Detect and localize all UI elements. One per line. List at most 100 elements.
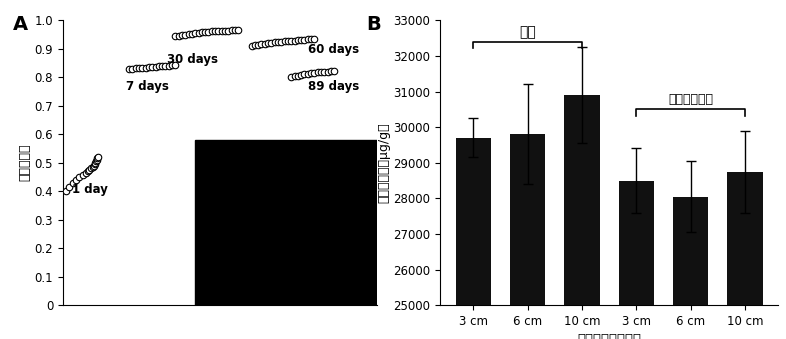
Point <box>255 42 268 47</box>
Point <box>321 69 334 74</box>
Point <box>91 156 104 161</box>
Point <box>259 41 271 46</box>
Point <box>308 70 321 76</box>
Point <box>232 27 244 33</box>
Point <box>176 33 189 38</box>
Point <box>288 74 301 79</box>
Point <box>133 65 145 71</box>
Point <box>79 170 92 175</box>
Point <box>85 166 97 171</box>
Point <box>262 40 274 46</box>
Point <box>278 39 291 44</box>
Text: 1 day: 1 day <box>72 183 108 196</box>
Point <box>302 71 314 77</box>
Bar <box>456 138 491 339</box>
Point <box>166 63 178 68</box>
Point <box>272 39 285 45</box>
Point <box>292 38 304 43</box>
Point <box>229 27 241 33</box>
Bar <box>510 134 545 339</box>
Point <box>302 37 314 42</box>
Point <box>292 73 304 78</box>
Text: B: B <box>365 15 380 34</box>
Point <box>90 157 103 163</box>
Text: 7 days: 7 days <box>126 80 169 93</box>
Point <box>305 71 318 76</box>
Point <box>305 36 318 42</box>
Text: 89 days: 89 days <box>308 80 359 93</box>
Point <box>196 29 208 35</box>
Point <box>60 188 72 194</box>
Point <box>275 39 288 44</box>
Point <box>86 164 99 170</box>
Point <box>73 174 86 180</box>
Point <box>76 172 89 177</box>
Point <box>298 37 310 42</box>
Point <box>199 29 211 35</box>
Point <box>70 177 83 182</box>
Point <box>156 63 168 69</box>
Point <box>308 36 321 42</box>
Point <box>185 31 198 36</box>
X-axis label: 底泥至电极的距离: 底泥至电极的距离 <box>577 333 641 339</box>
Text: 底泥燃料电池: 底泥燃料电池 <box>668 94 713 106</box>
Point <box>318 69 331 75</box>
Point <box>325 68 337 74</box>
Point <box>179 32 192 37</box>
Point <box>182 31 195 37</box>
Point <box>139 65 152 70</box>
Point <box>146 64 159 70</box>
Point <box>152 64 165 69</box>
Point <box>172 33 185 38</box>
Bar <box>195 140 377 305</box>
Bar <box>619 180 654 339</box>
Point <box>285 75 298 80</box>
Point <box>215 28 228 34</box>
Point <box>90 159 102 164</box>
Point <box>160 63 172 68</box>
Point <box>285 38 298 43</box>
Point <box>298 72 310 77</box>
Point <box>248 43 261 48</box>
Point <box>163 63 175 68</box>
Point <box>142 65 155 70</box>
Bar <box>673 197 708 339</box>
Point <box>212 28 225 34</box>
Point <box>67 180 79 186</box>
Y-axis label: 电压（伏）: 电压（伏） <box>19 144 31 181</box>
Point <box>295 72 307 78</box>
Y-axis label: 有机碳浓度（μg/g）: 有机碳浓度（μg/g） <box>377 122 391 203</box>
Text: 30 days: 30 days <box>167 53 218 66</box>
Point <box>219 28 231 33</box>
Point <box>226 27 238 33</box>
Point <box>169 62 182 68</box>
Text: A: A <box>13 15 28 34</box>
Point <box>193 30 205 36</box>
Point <box>205 29 218 34</box>
Point <box>136 65 149 71</box>
Point <box>82 168 94 174</box>
Point <box>288 38 301 43</box>
Point <box>209 28 222 34</box>
Point <box>281 38 294 44</box>
Point <box>89 160 101 165</box>
Text: 60 days: 60 days <box>308 43 359 56</box>
Point <box>169 34 182 39</box>
Point <box>88 161 101 167</box>
Point <box>92 154 105 160</box>
Point <box>222 28 235 33</box>
Point <box>83 167 96 173</box>
Point <box>311 70 324 75</box>
Point <box>130 66 142 71</box>
Point <box>63 184 75 190</box>
Point <box>149 64 162 69</box>
Point <box>245 43 258 49</box>
Point <box>252 42 264 47</box>
Bar <box>727 172 762 339</box>
Point <box>87 163 100 168</box>
Point <box>328 68 340 74</box>
Point <box>295 37 307 43</box>
Bar <box>564 95 600 339</box>
Point <box>314 69 327 75</box>
Point <box>189 31 201 36</box>
